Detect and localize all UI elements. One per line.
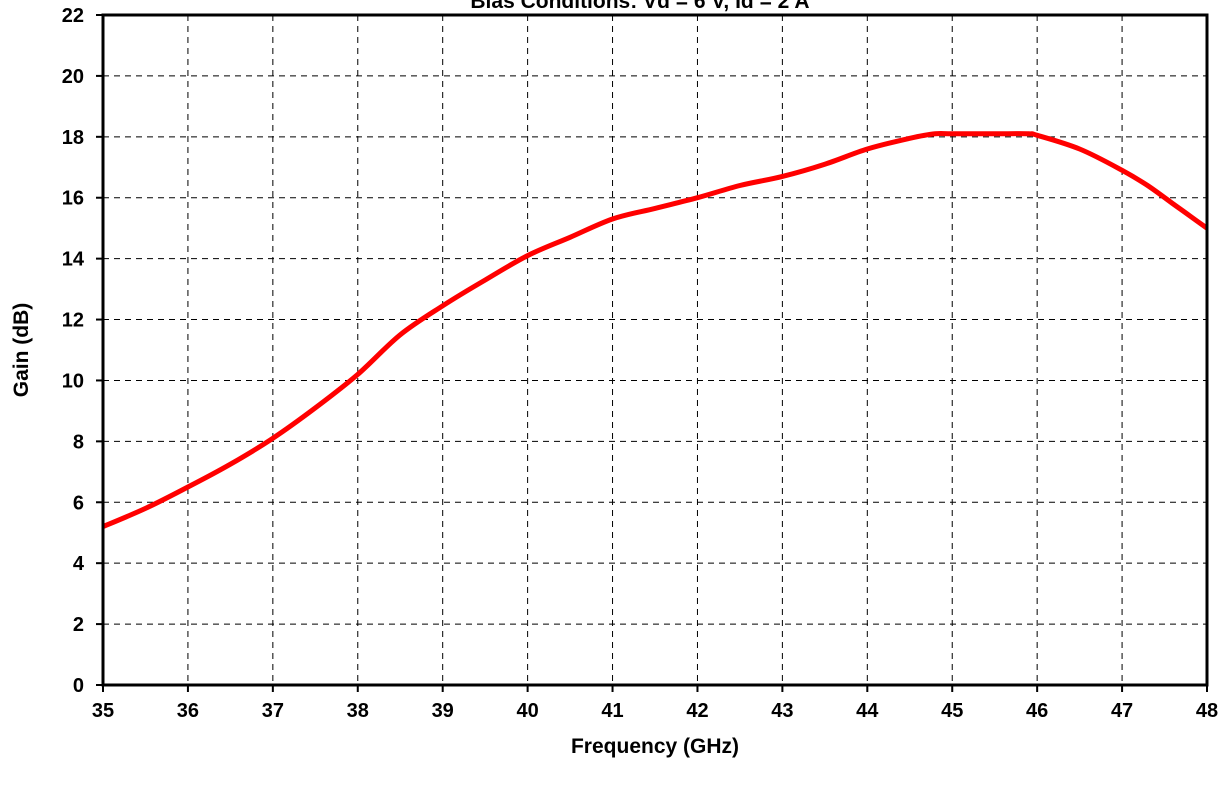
- x-tick-label: 38: [347, 700, 369, 722]
- y-tick-label: 16: [62, 188, 84, 210]
- y-tick-label: 6: [73, 492, 84, 514]
- x-tick-label: 39: [432, 700, 454, 722]
- chart-title: Bias Conditions: Vd = 6 V, Id = 2 A: [470, 0, 809, 13]
- x-tick-label: 47: [1111, 700, 1133, 722]
- x-tick-label: 37: [262, 700, 284, 722]
- y-tick-label: 12: [62, 310, 84, 332]
- x-tick-label: 44: [856, 700, 879, 722]
- plot-frame: [101, 13, 1209, 687]
- x-axis-title: Frequency (GHz): [571, 735, 739, 758]
- y-tick-label: 2: [73, 614, 84, 636]
- series-layer: [102, 130, 1209, 529]
- y-tick-label: 0: [73, 675, 84, 697]
- x-tick-label: 43: [771, 700, 793, 722]
- axis-ticks: [96, 14, 1208, 692]
- y-tick-label: 10: [62, 370, 84, 392]
- x-tick-label: 40: [516, 700, 538, 722]
- gain-series-line: [102, 130, 1209, 529]
- y-tick-label: 8: [73, 431, 84, 453]
- x-tick-label: 41: [601, 700, 623, 722]
- y-axis-title: Gain (dB): [10, 303, 33, 398]
- y-tick-label: 4: [73, 553, 85, 575]
- x-tick-label: 46: [1026, 700, 1048, 722]
- x-tick-label: 36: [177, 700, 199, 722]
- y-tick-label: 20: [62, 66, 84, 88]
- x-tick-label: 35: [92, 700, 114, 722]
- tick-labels: 35 36 37 38 39 40 41 42 43 44 45 46 47 48024681012141…: [62, 5, 1218, 722]
- grid: [103, 15, 1207, 685]
- y-tick-label: 14: [62, 249, 85, 271]
- x-tick-label: 42: [686, 700, 708, 722]
- y-tick-label: 22: [62, 5, 84, 27]
- y-tick-label: 18: [62, 127, 84, 149]
- x-tick-label: 48: [1196, 700, 1218, 722]
- x-tick-label: 45: [941, 700, 963, 722]
